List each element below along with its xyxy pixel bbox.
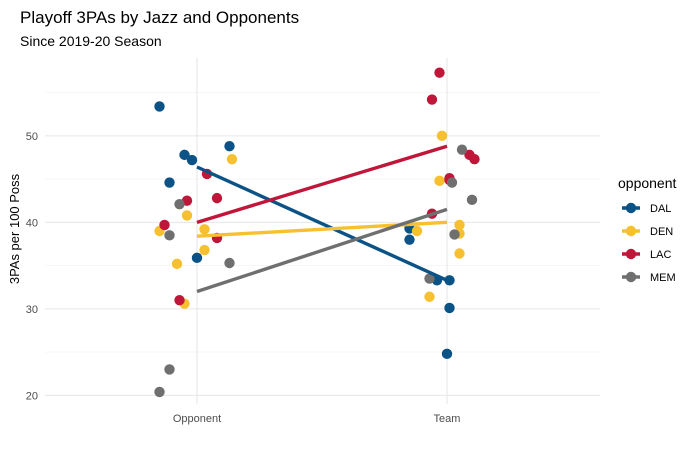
data-point-mem bbox=[456, 144, 468, 155]
x-tick-labels: Opponent Team bbox=[173, 413, 461, 425]
y-tick-labels: 20 30 40 50 bbox=[26, 131, 38, 403]
gridlines bbox=[45, 58, 600, 404]
data-points bbox=[154, 67, 480, 398]
data-point-den bbox=[454, 248, 465, 259]
data-point-den bbox=[424, 291, 435, 302]
data-point-den bbox=[454, 219, 465, 231]
data-point-lac bbox=[174, 295, 185, 306]
data-point-dal bbox=[164, 177, 175, 188]
data-point-lac bbox=[434, 67, 445, 78]
x-tick-label: Team bbox=[434, 413, 461, 425]
data-point-mem bbox=[154, 386, 165, 398]
legend-title: opponent bbox=[618, 175, 677, 191]
data-point-mem bbox=[164, 230, 175, 241]
data-point-den bbox=[171, 258, 183, 270]
legend-item-dal: DAL bbox=[622, 202, 671, 215]
data-point-den bbox=[226, 154, 238, 165]
data-point-den bbox=[181, 210, 193, 221]
data-point-den bbox=[199, 224, 210, 235]
data-point-dal bbox=[404, 234, 415, 245]
legend-label: DAL bbox=[650, 203, 671, 215]
x-tick-label: Opponent bbox=[173, 413, 221, 425]
data-point-dal bbox=[224, 141, 235, 152]
legend-label: MEM bbox=[650, 272, 676, 284]
y-axis-label: 3PAs per 100 Poss bbox=[7, 173, 22, 284]
data-point-dal bbox=[441, 348, 453, 360]
data-point-mem bbox=[174, 198, 185, 210]
data-point-dal bbox=[179, 149, 190, 161]
data-point-mem bbox=[449, 229, 460, 240]
data-point-dal bbox=[154, 101, 165, 112]
trend-lines bbox=[196, 144, 448, 294]
data-point-mem bbox=[224, 257, 235, 269]
data-point-den bbox=[411, 225, 423, 237]
data-point-den bbox=[436, 130, 448, 142]
y-tick-label: 30 bbox=[26, 304, 38, 316]
data-point-lac bbox=[211, 192, 223, 204]
legend-marker bbox=[625, 202, 637, 214]
y-tick-label: 20 bbox=[26, 390, 38, 402]
legend-marker bbox=[625, 225, 637, 237]
data-point-den bbox=[199, 244, 210, 256]
data-point-den bbox=[434, 175, 445, 187]
data-point-dal bbox=[186, 154, 198, 166]
data-point-dal bbox=[444, 302, 455, 314]
legend-item-lac: LAC bbox=[622, 248, 671, 261]
data-point-mem bbox=[164, 364, 175, 375]
legend-marker bbox=[625, 248, 637, 260]
legend-label: DEN bbox=[650, 226, 673, 238]
chart-title: Playoff 3PAs by Jazz and Opponents bbox=[20, 8, 299, 27]
data-point-lac bbox=[159, 219, 170, 231]
legend-item-den: DEN bbox=[622, 225, 673, 238]
legend-marker bbox=[625, 271, 637, 283]
trend-line-dal bbox=[196, 165, 448, 282]
data-point-mem bbox=[446, 177, 458, 188]
y-tick-label: 50 bbox=[26, 131, 38, 143]
legend-item-mem: MEM bbox=[622, 271, 676, 284]
y-tick-label: 40 bbox=[26, 217, 38, 229]
data-point-mem bbox=[466, 194, 478, 206]
legend: opponent DAL DEN LAC MEM bbox=[618, 175, 677, 284]
data-point-dal bbox=[444, 275, 455, 286]
data-point-dal bbox=[191, 252, 203, 264]
data-point-lac bbox=[426, 94, 438, 105]
trend-line-mem bbox=[196, 207, 448, 294]
data-point-lac bbox=[469, 154, 480, 165]
data-point-mem bbox=[424, 273, 435, 284]
trend-line-lac bbox=[196, 144, 448, 224]
legend-label: LAC bbox=[650, 249, 671, 261]
chart-subtitle: Since 2019-20 Season bbox=[20, 33, 162, 49]
